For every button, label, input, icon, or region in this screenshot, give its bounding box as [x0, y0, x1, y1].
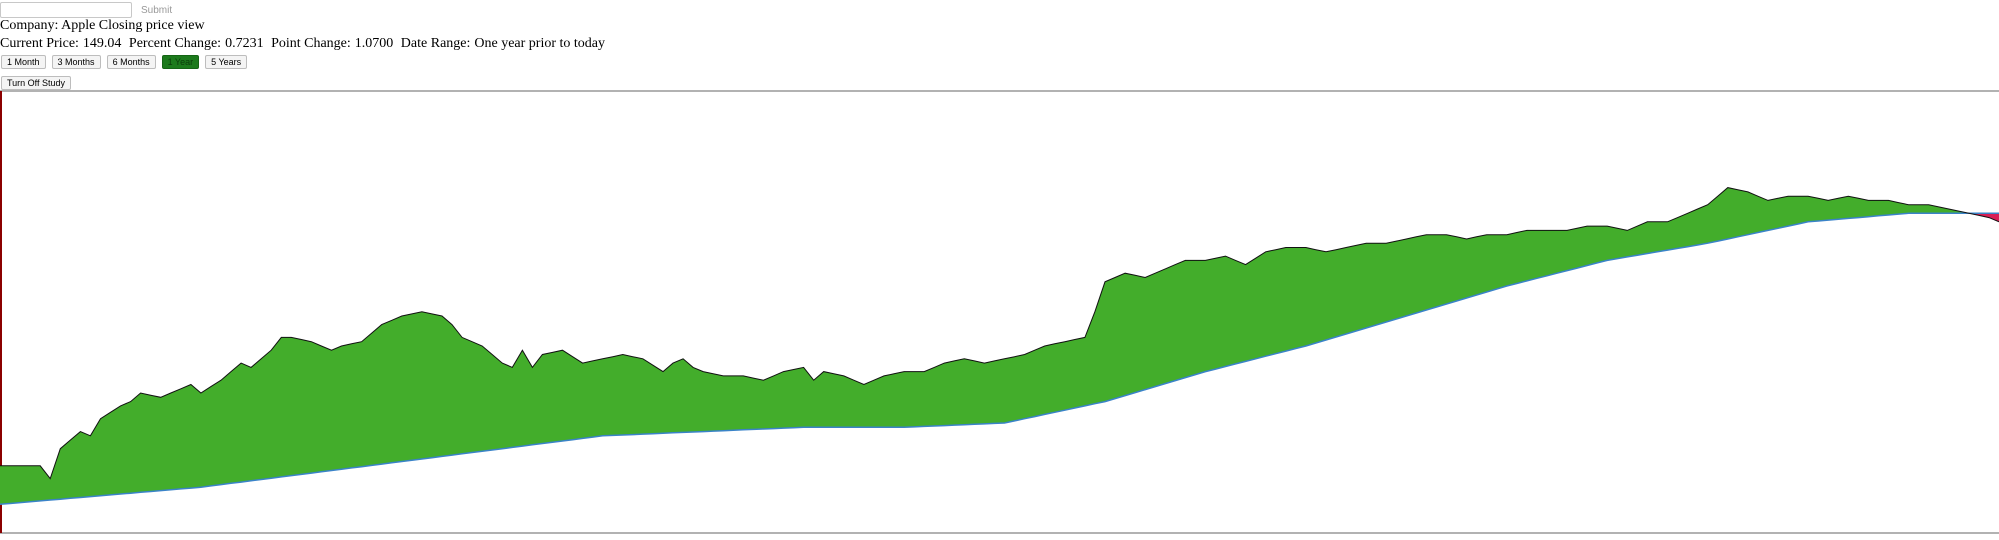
range-button-1-year[interactable]: 1 Year — [161, 55, 200, 69]
company-name: Apple — [61, 18, 96, 33]
price-below-average-area — [1968, 213, 1999, 222]
search-row: Submit — [0, 0, 177, 20]
range-button-5-years[interactable]: 5 Years — [205, 55, 248, 69]
turn-off-study-button[interactable]: Turn Off Study — [1, 76, 72, 90]
price-chart — [0, 90, 1999, 534]
moving-average-line — [0, 212, 1999, 506]
range-button-6-months[interactable]: 6 Months — [106, 55, 156, 69]
point-change-value: 1.0700 — [354, 36, 394, 51]
date-range-value: One year prior to today — [474, 36, 606, 51]
price-above-average-area — [0, 187, 1969, 505]
current-price-label: Current Price: — [0, 36, 79, 51]
range-button-1-month[interactable]: 1 Month — [1, 55, 46, 69]
stats-line: Current Price: 149.04 Percent Change: 0.72… — [0, 35, 609, 53]
point-change-label: Point Change: — [271, 36, 351, 51]
search-input[interactable] — [0, 2, 132, 18]
closing-price-line — [0, 187, 1999, 480]
current-price-value: 149.04 — [82, 36, 122, 51]
percent-change-label: Percent Change: — [128, 36, 222, 51]
range-selector: 1 Month 3 Months 6 Months 1 Year 5 Years — [1, 55, 248, 69]
difference-fill-group — [0, 187, 1999, 505]
company-label: Company: — [0, 18, 59, 33]
company-line: Company: Apple Closing price view — [0, 17, 205, 35]
view-label: Closing price view — [98, 18, 205, 33]
percent-change-value: 0.7231 — [225, 36, 264, 51]
date-range-label: Date Range: — [400, 36, 471, 51]
range-button-3-months[interactable]: 3 Months — [51, 55, 101, 69]
submit-button[interactable]: Submit — [136, 2, 177, 18]
